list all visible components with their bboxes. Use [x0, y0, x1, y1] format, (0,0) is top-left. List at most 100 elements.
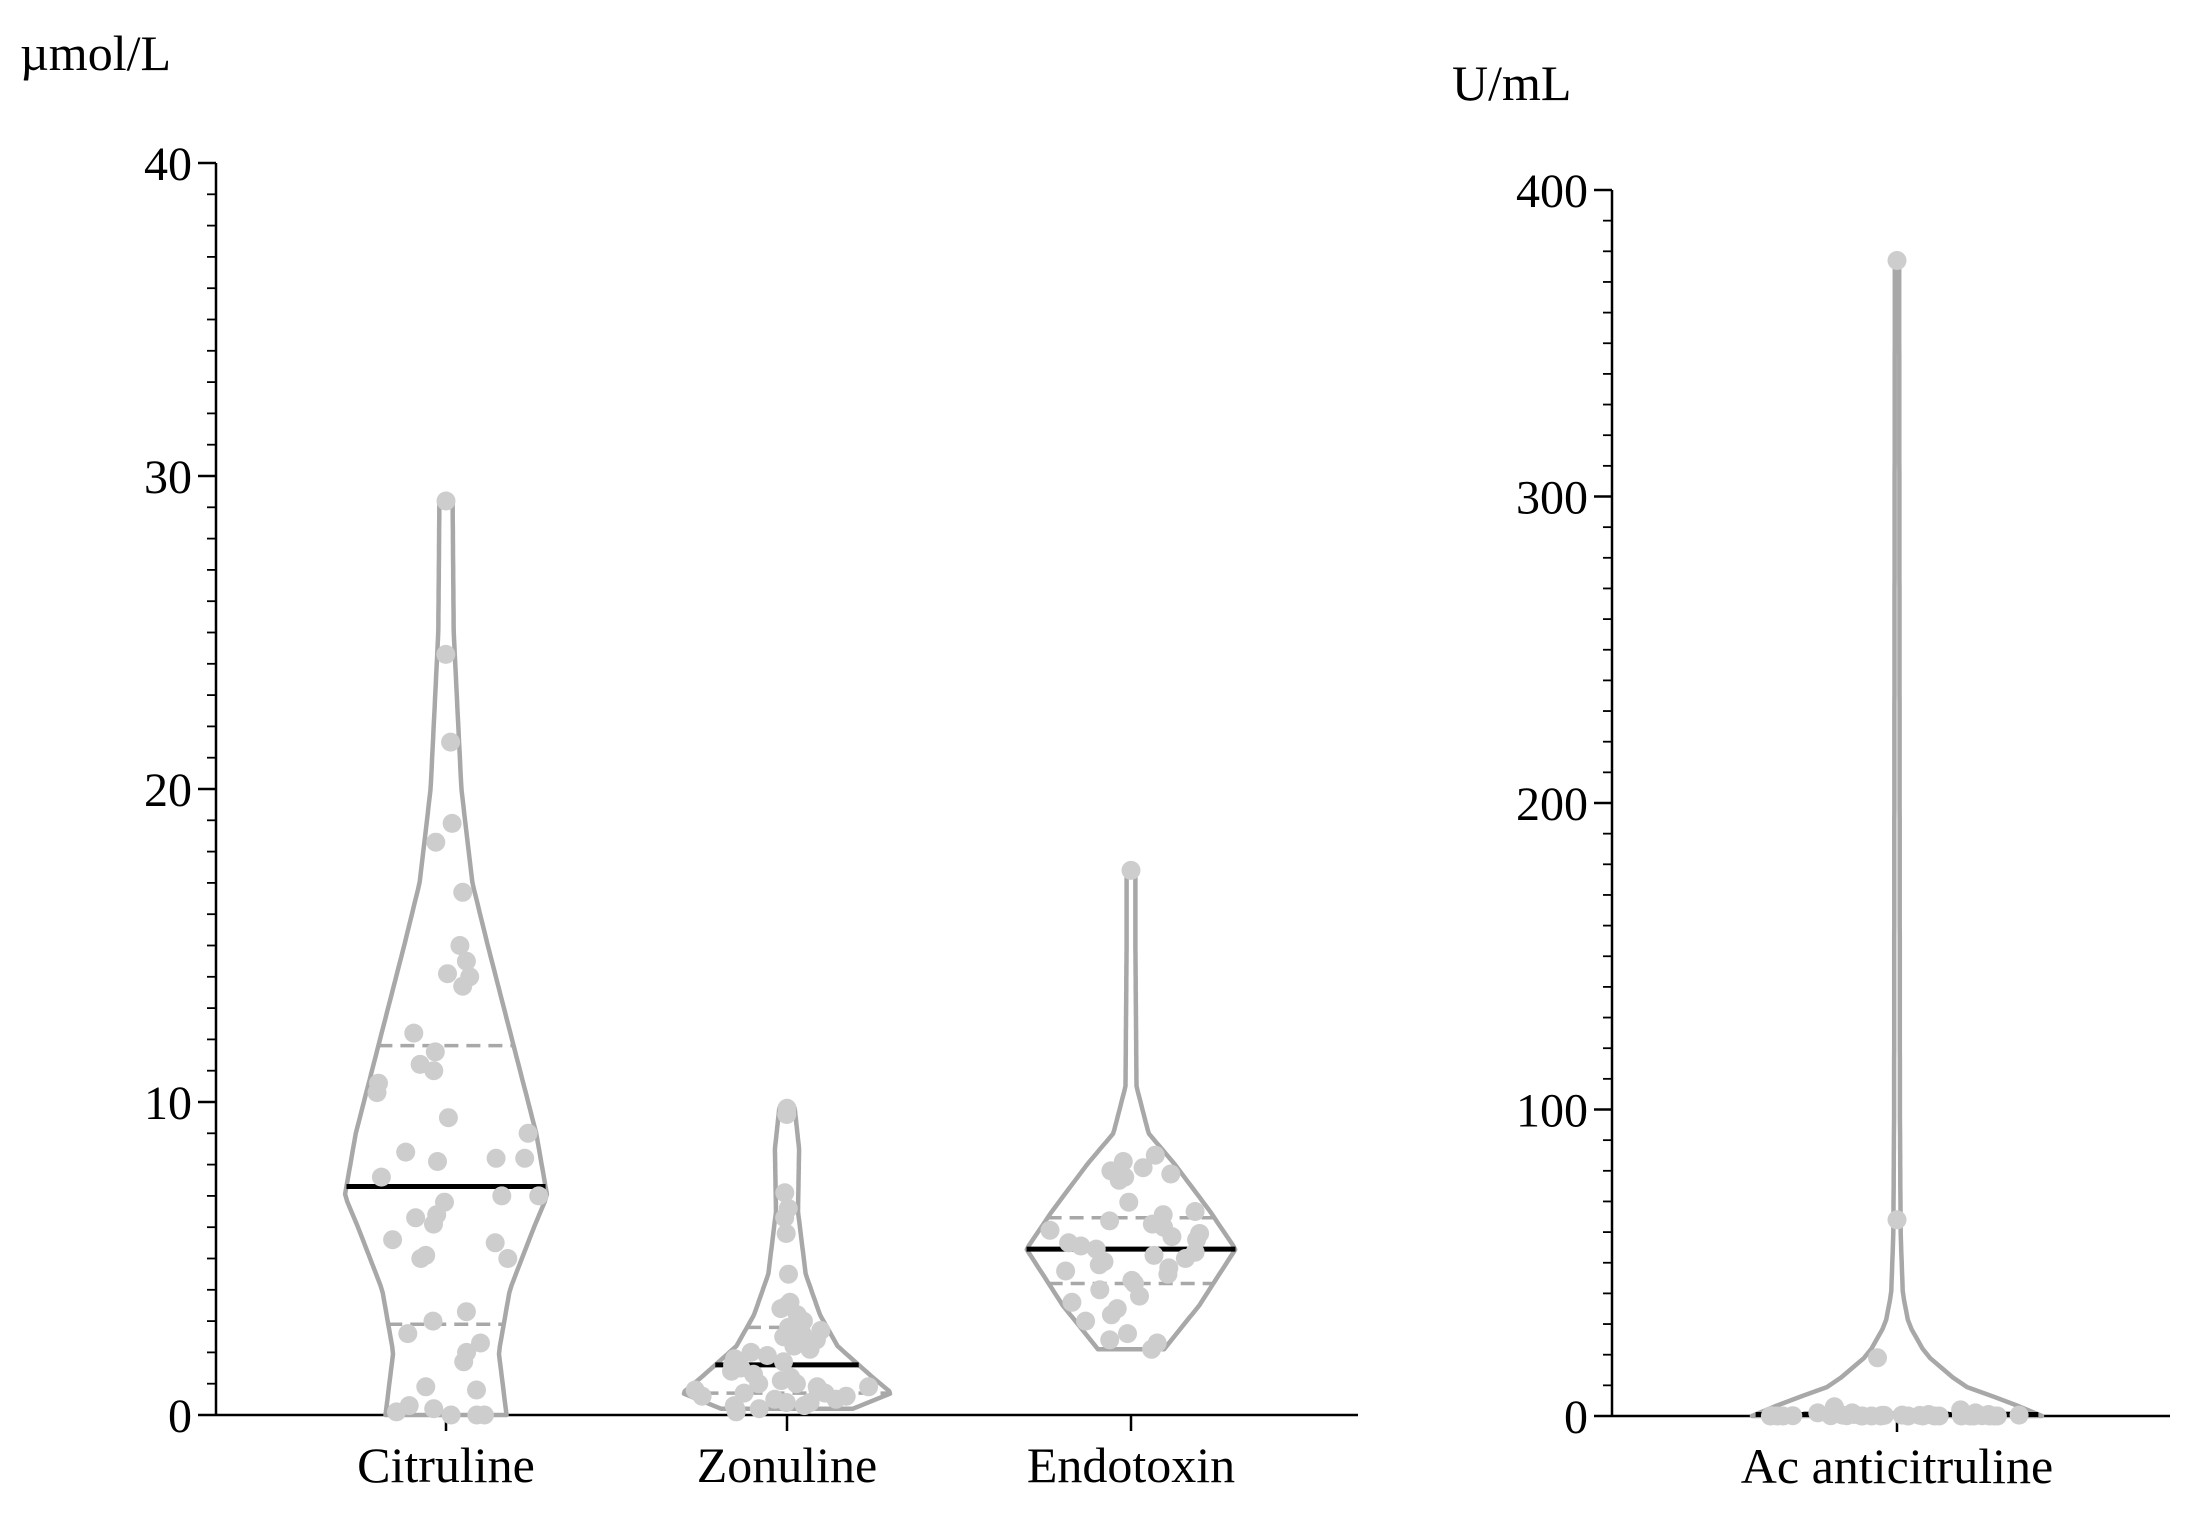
data-point	[771, 1299, 791, 1319]
data-point	[1852, 1406, 1872, 1426]
data-point	[692, 1386, 712, 1406]
data-point	[1887, 1210, 1907, 1230]
data-point	[726, 1402, 746, 1422]
data-point	[1133, 1158, 1153, 1178]
y-axis-label-left: µmol/L	[20, 25, 171, 81]
data-point	[1071, 1236, 1091, 1256]
data-point	[1130, 1286, 1149, 1306]
data-point	[450, 936, 470, 955]
data-point	[1960, 1406, 1980, 1426]
data-point	[1056, 1261, 1076, 1281]
data-point	[1100, 1211, 1120, 1231]
y-tick-label: 20	[144, 764, 192, 817]
data-point	[1142, 1339, 1162, 1359]
data-point	[775, 1183, 795, 1203]
data-point	[1837, 1406, 1857, 1426]
data-point	[396, 1142, 416, 1162]
data-point	[786, 1374, 806, 1394]
data-point	[467, 1405, 487, 1425]
data-point	[722, 1361, 741, 1381]
data-point	[428, 1152, 447, 1171]
data-point	[1119, 1192, 1139, 1212]
data-point	[411, 1249, 431, 1268]
x-tick-label: Endotoxin	[1027, 1437, 1235, 1493]
data-point	[1109, 1170, 1129, 1190]
y-tick-label: 10	[144, 1077, 192, 1130]
data-point	[406, 1208, 426, 1228]
y-tick-label: 400	[1516, 165, 1588, 218]
data-point	[749, 1399, 769, 1419]
y-tick-label: 30	[144, 451, 192, 504]
data-point	[2009, 1405, 2029, 1425]
data-point	[1925, 1406, 1944, 1426]
data-point	[371, 1167, 391, 1187]
data-point	[826, 1389, 846, 1409]
data-point	[1984, 1406, 2004, 1426]
y-tick-label: 100	[1516, 1085, 1588, 1138]
data-point	[467, 1380, 486, 1400]
data-point	[1100, 1330, 1120, 1350]
data-point	[1175, 1249, 1195, 1268]
violin-zonuline	[681, 1098, 893, 1422]
data-point	[383, 1230, 403, 1250]
data-point	[1158, 1264, 1178, 1284]
data-point	[775, 1208, 795, 1228]
data-point	[518, 1123, 538, 1143]
data-point	[1898, 1406, 1918, 1426]
data-point	[1162, 1227, 1182, 1247]
violin-endotoxin	[1024, 860, 1238, 1359]
data-point	[436, 491, 456, 511]
data-point	[492, 1186, 512, 1206]
data-point	[471, 1333, 490, 1353]
data-point	[498, 1249, 518, 1268]
data-point	[1821, 1406, 1841, 1426]
data-point	[1062, 1292, 1082, 1312]
y-tick-label: 0	[1564, 1391, 1588, 1444]
data-point	[784, 1336, 804, 1356]
data-point	[1090, 1280, 1110, 1300]
data-point	[453, 882, 473, 902]
data-point	[1144, 1245, 1164, 1265]
violin-ac-anticitruline	[1749, 251, 2045, 1426]
data-point	[441, 732, 461, 752]
y-tick-label: 200	[1516, 778, 1588, 831]
panel-right: U/mL 0 100 200 300 400 Ac anticitruline	[1452, 55, 2170, 1494]
y-tick-label: 40	[144, 138, 192, 191]
violin-citruline	[342, 491, 550, 1425]
data-point	[771, 1371, 791, 1391]
data-point	[456, 1302, 476, 1322]
data-point	[367, 1083, 387, 1103]
data-point	[1145, 1145, 1165, 1165]
data-point	[456, 951, 476, 971]
data-point	[794, 1396, 814, 1416]
data-point	[1101, 1305, 1121, 1325]
y-tick-label: 300	[1516, 472, 1588, 525]
data-point	[749, 1374, 769, 1394]
data-point	[387, 1402, 406, 1422]
data-point	[529, 1186, 549, 1206]
data-point	[1040, 1220, 1060, 1240]
data-point	[438, 1108, 458, 1128]
data-point	[424, 1399, 444, 1419]
data-point	[486, 1148, 506, 1168]
data-point	[416, 1377, 436, 1397]
y-axis-label-right: U/mL	[1452, 55, 1571, 111]
data-point	[776, 1224, 796, 1243]
panel-left: µmol/L 0 10 20 30 40 Citruline Zonuline Endotox…	[20, 25, 1358, 1493]
data-point	[1118, 1324, 1137, 1344]
data-point	[442, 813, 462, 833]
data-point	[779, 1264, 798, 1284]
data-point	[424, 1061, 444, 1081]
y-tick-label: 0	[168, 1390, 192, 1443]
data-point	[1161, 1164, 1181, 1184]
x-tick-label: Citruline	[357, 1437, 535, 1493]
data-point	[777, 1105, 797, 1124]
data-point	[404, 1023, 424, 1043]
data-point	[454, 1352, 474, 1372]
data-point	[423, 1311, 443, 1331]
data-point	[453, 976, 473, 996]
violin-outline	[1749, 258, 2045, 1419]
data-point	[425, 1042, 445, 1062]
